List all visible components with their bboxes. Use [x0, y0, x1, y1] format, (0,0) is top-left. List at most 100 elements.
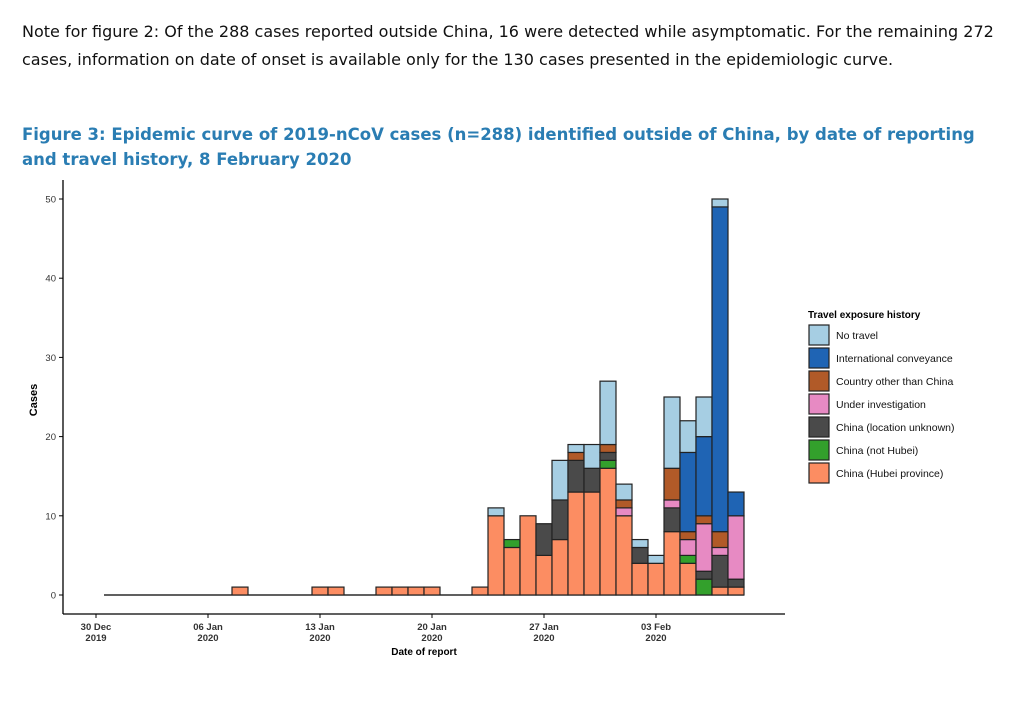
bar-segment-china-location-unknown-	[711, 554, 729, 588]
bar-segment-china-not-hubei-	[695, 578, 713, 596]
bar-segment-china-location-unknown-	[599, 451, 617, 461]
bar-segment-international-conveyance	[679, 451, 697, 533]
legend-label: Under investigation	[836, 399, 926, 411]
x-tick-year: 2020	[421, 633, 442, 644]
bar-segment-china-location-unknown-	[583, 467, 601, 493]
bar-segment-no-travel	[711, 198, 729, 208]
legend-swatch	[808, 370, 830, 392]
bar-segment-china-hubei-province-	[647, 562, 665, 596]
bar-segment-china-hubei-province-	[487, 515, 505, 596]
bar-segment-under-investigation	[663, 499, 681, 509]
x-tick-year: 2019	[85, 633, 106, 644]
figure-2-note: Note for figure 2: Of the 288 cases repo…	[22, 22, 994, 69]
legend-label: No travel	[836, 330, 878, 342]
bar-segment-china-hubei-province-	[327, 586, 345, 596]
legend-label: China (location unknown)	[836, 422, 954, 434]
bar-segment-under-investigation	[727, 515, 745, 580]
bar-segment-china-location-unknown-	[663, 507, 681, 533]
bar-segment-under-investigation	[679, 538, 697, 556]
x-tick-label: 30 Dec	[81, 622, 112, 633]
bar-segment-china-location-unknown-	[695, 570, 713, 580]
bar-segment-country-other-than-china	[663, 467, 681, 501]
bar-segment-china-hubei-province-	[535, 554, 553, 596]
bar-segment-china-hubei-province-	[615, 515, 633, 596]
legend-label: Country other than China	[836, 376, 953, 388]
figure-3-title: Figure 3: Epidemic curve of 2019-nCoV ca…	[22, 125, 975, 169]
bar-segment-china-location-unknown-	[551, 499, 569, 541]
legend-swatch	[808, 439, 830, 461]
legend-label: China (Hubei province)	[836, 468, 943, 480]
bar-segment-international-conveyance	[727, 491, 745, 517]
bar-segment-china-hubei-province-	[631, 562, 649, 596]
bar-segment-under-investigation	[695, 523, 713, 572]
bar-segment-no-travel	[615, 483, 633, 501]
bar-segment-country-other-than-china	[695, 515, 713, 525]
legend-title: Travel exposure history	[808, 310, 921, 321]
bar-segment-no-travel	[599, 380, 617, 446]
bar-segment-china-hubei-province-	[567, 491, 585, 596]
y-tick-label: 0	[51, 591, 56, 602]
x-tick-year: 2020	[645, 633, 666, 644]
bar-segment-china-hubei-province-	[551, 538, 569, 596]
bar-segment-china-hubei-province-	[503, 546, 521, 596]
x-tick-label: 13 Jan	[305, 622, 335, 633]
legend: No travel International conveyance Country…	[808, 324, 954, 484]
legend-swatch	[808, 462, 830, 484]
bar-segment-china-hubei-province-	[711, 586, 729, 596]
bar-segment-china-location-unknown-	[631, 546, 649, 564]
bar-segment-country-other-than-china	[599, 443, 617, 454]
x-tick-label: 03 Feb	[641, 622, 671, 633]
bar-segment-international-conveyance	[695, 436, 713, 517]
bar-segment-china-not-hubei-	[599, 459, 617, 469]
bar-segment-china-hubei-province-	[231, 586, 249, 596]
bar-segment-china-hubei-province-	[423, 586, 441, 596]
legend-swatch	[808, 416, 830, 438]
bar-segment-china-hubei-province-	[391, 586, 409, 596]
bar-segment-china-location-unknown-	[535, 523, 553, 556]
bars-group	[104, 198, 745, 596]
x-tick-year: 2020	[197, 633, 218, 644]
bar-segment-china-hubei-province-	[583, 491, 601, 596]
bar-segment-china-hubei-province-	[407, 586, 425, 596]
bar-segment-under-investigation	[711, 546, 729, 556]
bar-segment-china-hubei-province-	[471, 586, 489, 596]
legend-swatch	[808, 347, 830, 369]
bar-segment-china-location-unknown-	[567, 459, 585, 493]
legend-swatch	[808, 324, 830, 346]
y-axis-label: Cases	[28, 384, 40, 416]
bar-segment-country-other-than-china	[679, 531, 697, 541]
bar-segment-no-travel	[583, 443, 601, 469]
bar-segment-international-conveyance	[711, 206, 729, 533]
bar-segment-no-travel	[487, 507, 505, 517]
x-tick-year: 2020	[309, 633, 330, 644]
y-tick-label: 30	[45, 353, 56, 364]
bar-segment-china-location-unknown-	[727, 578, 745, 588]
bar-segment-country-other-than-china	[567, 451, 585, 461]
x-tick-label: 20 Jan	[417, 622, 447, 633]
y-tick-label: 20	[45, 432, 56, 443]
bar-segment-under-investigation	[615, 507, 633, 517]
bar-segment-no-travel	[551, 459, 569, 501]
bar-segment-no-travel	[567, 443, 585, 454]
bar-segment-no-travel	[647, 554, 665, 564]
x-tick-label: 27 Jan	[529, 622, 559, 633]
bar-segment-china-not-hubei-	[503, 538, 521, 549]
bar-segment-country-other-than-china	[711, 531, 729, 549]
legend-swatch	[808, 393, 830, 415]
x-tick-year: 2020	[533, 633, 554, 644]
bar-segment-china-not-hubei-	[679, 554, 697, 564]
legend-label: International conveyance	[836, 353, 953, 365]
bar-segment-china-hubei-province-	[663, 531, 681, 596]
bar-segment-no-travel	[695, 396, 713, 438]
bar-segment-china-hubei-province-	[727, 586, 745, 596]
bar-segment-no-travel	[631, 538, 649, 549]
y-tick-label: 40	[45, 274, 56, 285]
y-ticks: 0 10 20 30 40 50	[45, 195, 63, 602]
bar-segment-china-hubei-province-	[599, 467, 617, 596]
x-axis-label: Date of report	[391, 647, 457, 658]
bar-segment-country-other-than-china	[615, 499, 633, 509]
bar-segment-no-travel	[663, 396, 681, 469]
legend-label: China (not Hubei)	[836, 445, 918, 457]
bar-segment-no-travel	[679, 420, 697, 454]
